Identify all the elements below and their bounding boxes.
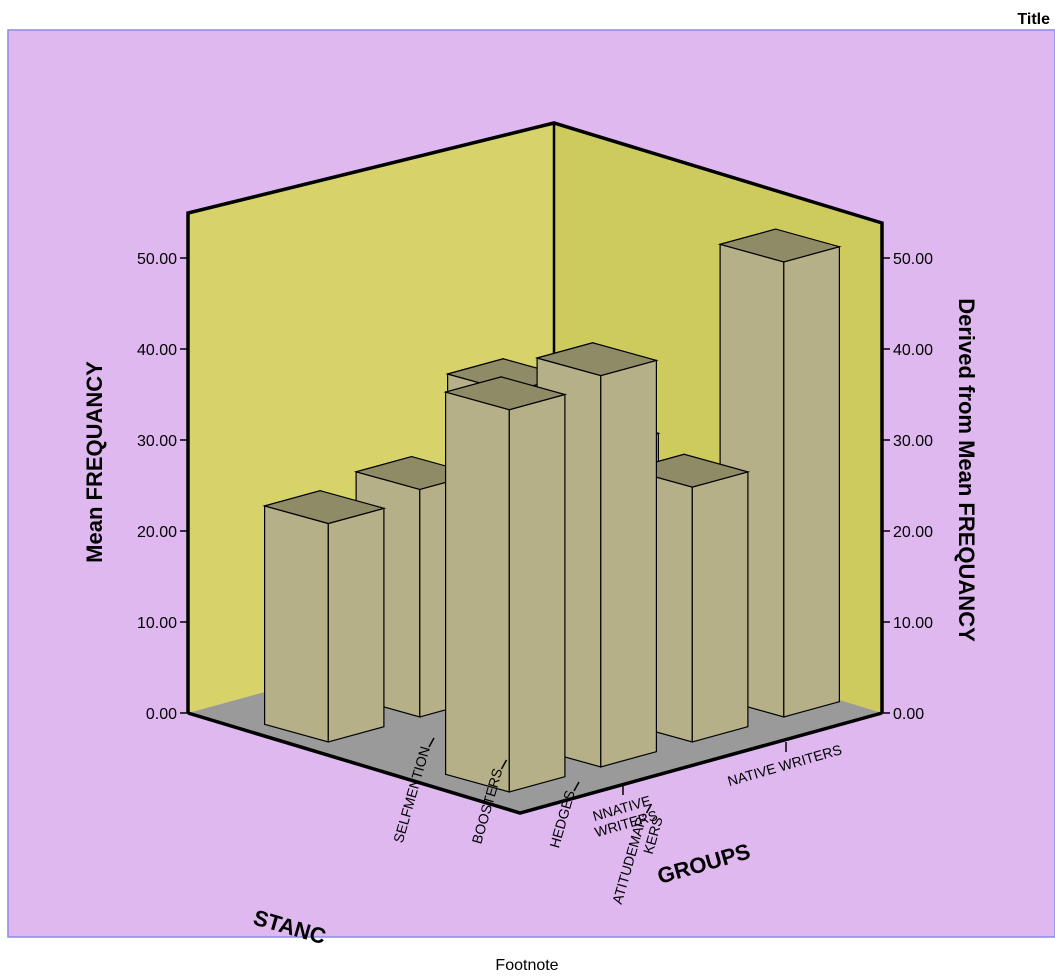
bar-right-side bbox=[784, 247, 840, 717]
y-tick-label-right: 30.00 bbox=[893, 433, 933, 450]
bar-front bbox=[265, 506, 329, 742]
y-tick-label-left: 40.00 bbox=[137, 342, 177, 359]
y-tick-label-left: 20.00 bbox=[137, 524, 177, 541]
bar-right-side bbox=[692, 472, 748, 742]
y-tick-label-right: 10.00 bbox=[893, 615, 933, 632]
bar-right-side bbox=[509, 395, 565, 792]
bar-right-side bbox=[328, 508, 384, 742]
y-axis-title-right: Derived from Mean FREQUANCY bbox=[954, 298, 979, 642]
y-axis-title-left: Mean FREQUANCY bbox=[82, 361, 107, 563]
y-tick-label-left: 10.00 bbox=[137, 615, 177, 632]
y-tick-label-right: 50.00 bbox=[893, 251, 933, 268]
y-tick-label-right: 0.00 bbox=[893, 706, 924, 723]
y-tick-label-right: 20.00 bbox=[893, 524, 933, 541]
bar bbox=[446, 377, 565, 792]
chart-title: Title bbox=[1017, 11, 1050, 28]
y-tick-label-left: 50.00 bbox=[137, 251, 177, 268]
y-tick-label-left: 0.00 bbox=[146, 706, 177, 723]
y-tick-label-right: 40.00 bbox=[893, 342, 933, 359]
chart-footnote: Footnote bbox=[495, 957, 558, 974]
bar-right-side bbox=[601, 360, 657, 767]
bar bbox=[265, 491, 384, 742]
bar-front bbox=[446, 392, 510, 792]
y-tick-label-left: 30.00 bbox=[137, 433, 177, 450]
